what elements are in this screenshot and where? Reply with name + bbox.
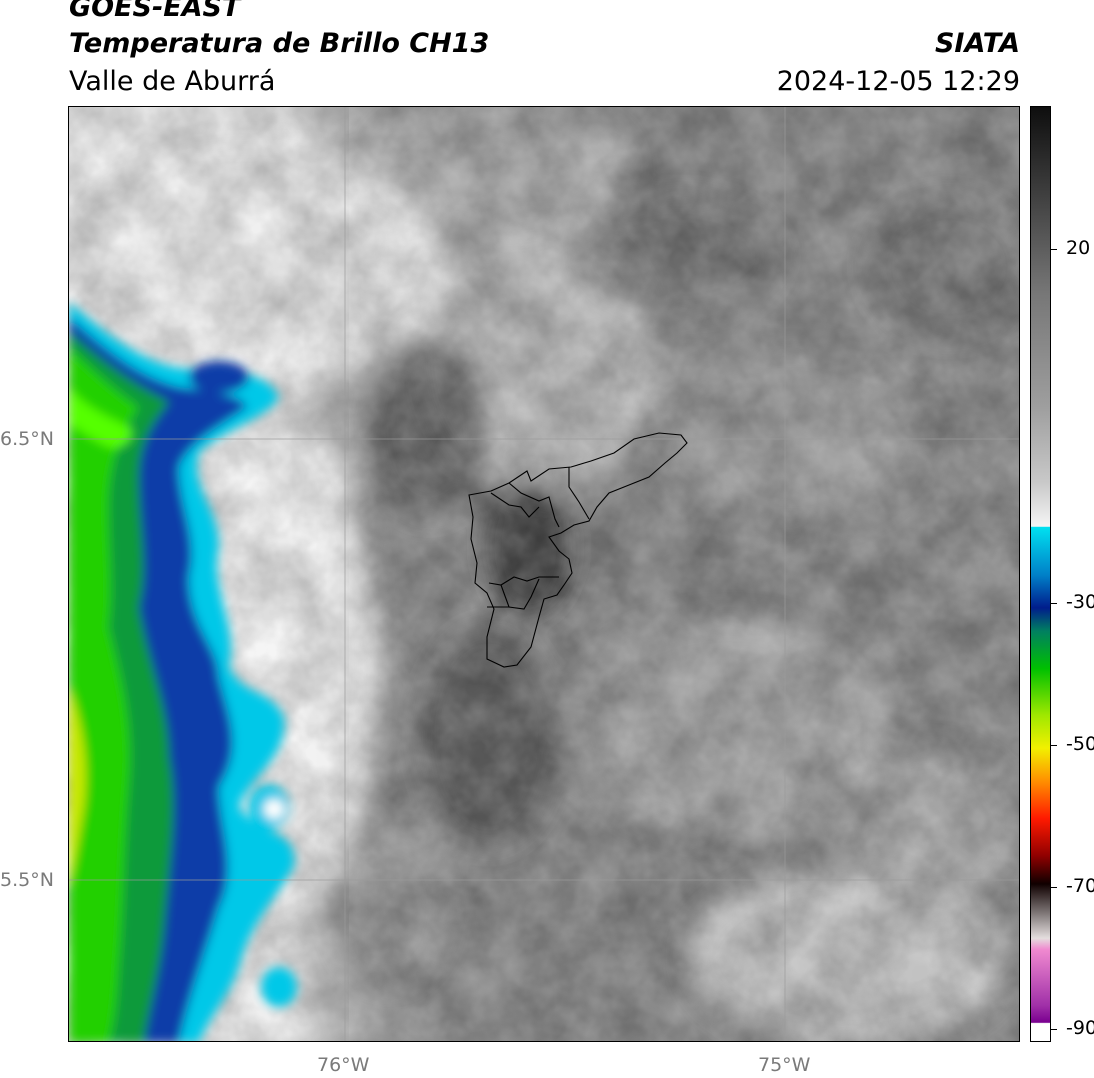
colorbar-tick-label: -70 — [1066, 875, 1094, 897]
lat-label-6-5n: 6.5°N — [0, 428, 54, 450]
colorbar-tick — [1051, 1029, 1057, 1030]
colorbar-tick — [1051, 887, 1057, 888]
colorbar-tick-label: 20 — [1066, 237, 1091, 259]
product-title: Temperatura de Brillo CH13 — [69, 28, 490, 59]
lat-label-5-5n: 5.5°N — [0, 869, 54, 891]
datetime-label: 2024-12-05 12:29 — [776, 66, 1020, 97]
colorbar-tick-label: -30 — [1066, 591, 1094, 613]
gridlines — [69, 107, 1019, 1041]
colorbar-tick-label: -90 — [1066, 1017, 1094, 1039]
aburra-valley-boundaries — [468, 432, 688, 668]
colorbar-tick — [1051, 603, 1057, 604]
colorbar-tick — [1051, 249, 1057, 250]
colorbar-gradient — [1031, 107, 1050, 1041]
colorbar-tick — [1051, 745, 1057, 746]
lon-label-75w: 75°W — [758, 1054, 811, 1076]
brightness-temperature-image — [69, 107, 1019, 1041]
lon-label-76w: 76°W — [317, 1054, 370, 1076]
temperature-colorbar — [1030, 106, 1051, 1042]
institution-label: SIATA — [934, 28, 1020, 59]
satellite-title: GOES-EAST — [69, 0, 241, 23]
region-subtitle: Valle de Aburrá — [69, 66, 276, 97]
colorbar-tick-label: -50 — [1066, 733, 1094, 755]
satellite-map — [68, 106, 1020, 1042]
